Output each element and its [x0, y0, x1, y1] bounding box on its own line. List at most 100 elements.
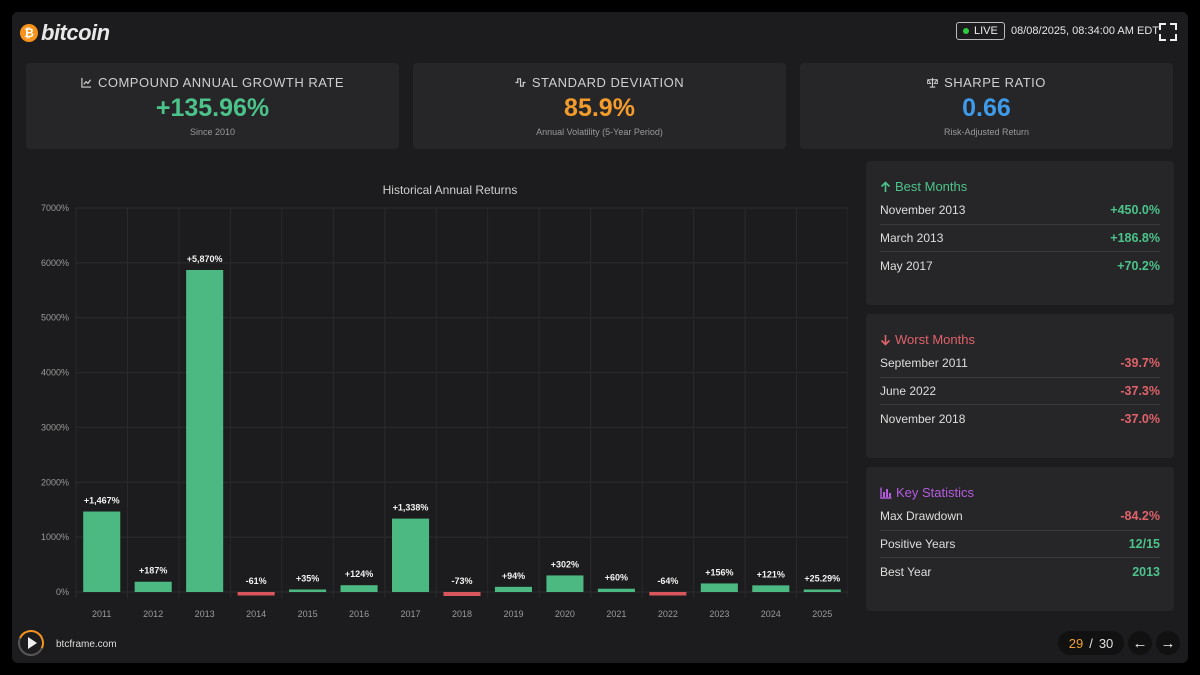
- bar-2016: [340, 585, 378, 592]
- x-tick-label: 2020: [555, 609, 575, 619]
- bar-2017: [392, 518, 430, 592]
- bar-2019: [494, 586, 532, 592]
- stat-label: Best Year: [880, 564, 932, 579]
- stat-value: 12/15: [1128, 536, 1160, 551]
- arrow-down-icon: [880, 334, 891, 346]
- worst-month-value: -39.7%: [1120, 356, 1160, 371]
- next-button[interactable]: →: [1156, 631, 1180, 655]
- worst-month-label: September 2011: [880, 356, 968, 371]
- bar-value-label: +302%: [551, 559, 579, 569]
- stat-row: Positive Years 12/15: [880, 531, 1160, 558]
- metric-subtitle: Risk-Adjusted Return: [943, 127, 1030, 137]
- x-tick-label: 2016: [349, 609, 369, 619]
- live-label: LIVE: [974, 25, 998, 37]
- bar-value-label: +121%: [757, 569, 785, 579]
- bar-2014: [237, 592, 275, 596]
- page-current: 29: [1068, 635, 1084, 651]
- previous-button[interactable]: ←: [1128, 631, 1152, 655]
- site-name: btcframe.com: [56, 639, 117, 650]
- best-month-value: +186.8%: [1110, 230, 1160, 245]
- arrow-up-icon: [880, 180, 891, 192]
- annual-returns-chart-svg: Historical Annual Returns 0% 1000% 2000% 300…: [41, 183, 848, 619]
- metric-label: STANDARD DEVIATION: [531, 75, 685, 90]
- x-tick-label: 2011: [92, 609, 111, 619]
- worst-month-row: September 2011 -39.7%: [880, 350, 1160, 378]
- arrow-right-icon: →: [1160, 634, 1176, 652]
- play-button[interactable]: [18, 630, 44, 656]
- worst-months-title: Worst Months: [895, 332, 975, 347]
- metric-card-sharpe: SHARPE RATIO 0.66 Risk-Adjusted Return: [800, 63, 1173, 149]
- bar-2021: [597, 588, 635, 592]
- waveform-icon: [515, 78, 526, 87]
- metric-card-cagr: COMPOUND ANNUAL GROWTH RATE +135.96% Sin…: [26, 63, 399, 149]
- best-months-list: November 2013 +450.0% March 2013 +186.8% May…: [880, 197, 1160, 280]
- x-tick-label: 2014: [246, 609, 266, 619]
- bitcoin-logo: ₿ bitcoin: [20, 20, 110, 46]
- fullscreen-button[interactable]: [1158, 22, 1178, 42]
- x-tick-label: 2018: [452, 609, 472, 619]
- x-tick-label: 2025: [812, 609, 832, 619]
- best-months-panel: Best Months November 2013 +450.0% March 20…: [866, 161, 1174, 305]
- bitcoin-coin-icon: ₿: [20, 24, 38, 42]
- worst-month-label: November 2018: [880, 411, 966, 426]
- scale-icon: [927, 77, 939, 88]
- stat-row: Max Drawdown -84.2%: [880, 503, 1160, 531]
- key-statistics-list: Max Drawdown -84.2% Positive Years 12/15 Bes…: [880, 503, 1160, 586]
- datetime: 08/08/2025, 08:34:00 AM EDT: [1011, 25, 1159, 37]
- metric-value: 85.9%: [564, 94, 635, 122]
- play-icon: [28, 637, 37, 649]
- x-tick-label: 2013: [195, 609, 215, 619]
- annual-returns-chart: Historical Annual Returns 0% 1000% 2000% 300…: [26, 162, 848, 622]
- best-month-row: March 2013 +186.8%: [880, 225, 1160, 252]
- bar-chart-icon: [880, 487, 892, 499]
- x-tick-label: 2015: [298, 609, 318, 619]
- bar-2012: [134, 581, 172, 592]
- bar-value-label: +25.29%: [804, 574, 840, 584]
- page-indicator: 29 / 30: [1058, 631, 1124, 655]
- y-tick-label: 6000%: [41, 258, 69, 268]
- x-tick-label: 2021: [606, 609, 626, 619]
- x-tick-label: 2019: [503, 609, 523, 619]
- x-tick-label: 2022: [658, 609, 678, 619]
- bar-2025: [803, 589, 841, 592]
- x-tick-label: 2012: [143, 609, 163, 619]
- stat-value: 2013: [1132, 564, 1160, 579]
- worst-months-panel: Worst Months September 2011 -39.7% June 20…: [866, 314, 1174, 458]
- best-month-value: +70.2%: [1117, 258, 1160, 273]
- chart-title: Historical Annual Returns: [383, 183, 518, 197]
- y-tick-label: 4000%: [41, 368, 69, 378]
- bar-value-label: +60%: [605, 573, 628, 583]
- metric-value: +135.96%: [155, 94, 270, 122]
- metric-card-std-dev: STANDARD DEVIATION 85.9% Annual Volatili…: [413, 63, 786, 149]
- stat-value: -84.2%: [1120, 509, 1160, 524]
- bar-value-label: +1,467%: [84, 496, 120, 506]
- best-month-value: +450.0%: [1110, 203, 1160, 218]
- metric-subtitle: Annual Volatility (5-Year Period): [536, 127, 663, 137]
- best-month-label: May 2017: [880, 258, 933, 273]
- page-separator: /: [1089, 635, 1093, 651]
- bar-value-label: +35%: [296, 574, 319, 584]
- best-month-label: November 2013: [880, 203, 966, 218]
- y-tick-label: 5000%: [41, 313, 69, 323]
- bar-value-label: +1,338%: [393, 503, 429, 513]
- line-chart-icon: [81, 77, 92, 88]
- bar-2022: [649, 592, 687, 596]
- bar-value-label: +187%: [139, 566, 167, 576]
- best-month-label: March 2013: [880, 230, 944, 245]
- bar-value-label: -61%: [246, 576, 267, 586]
- bar-2020: [546, 575, 584, 592]
- bar-value-label: +5,870%: [187, 254, 223, 264]
- arrow-left-icon: ←: [1132, 634, 1148, 652]
- worst-month-value: -37.0%: [1120, 411, 1160, 426]
- y-tick-label: 0%: [56, 587, 69, 597]
- worst-months-list: September 2011 -39.7% June 2022 -37.3% Novem…: [880, 350, 1160, 433]
- stat-label: Positive Years: [880, 536, 956, 551]
- worst-month-value: -37.3%: [1120, 383, 1160, 398]
- bar-value-label: +156%: [705, 567, 733, 577]
- stat-row: Best Year 2013: [880, 558, 1160, 586]
- bar-2024: [752, 585, 790, 592]
- live-badge: LIVE: [956, 22, 1005, 40]
- bar-value-label: -73%: [451, 576, 472, 586]
- metric-value: 0.66: [962, 94, 1011, 122]
- bar-value-label: +124%: [345, 569, 373, 579]
